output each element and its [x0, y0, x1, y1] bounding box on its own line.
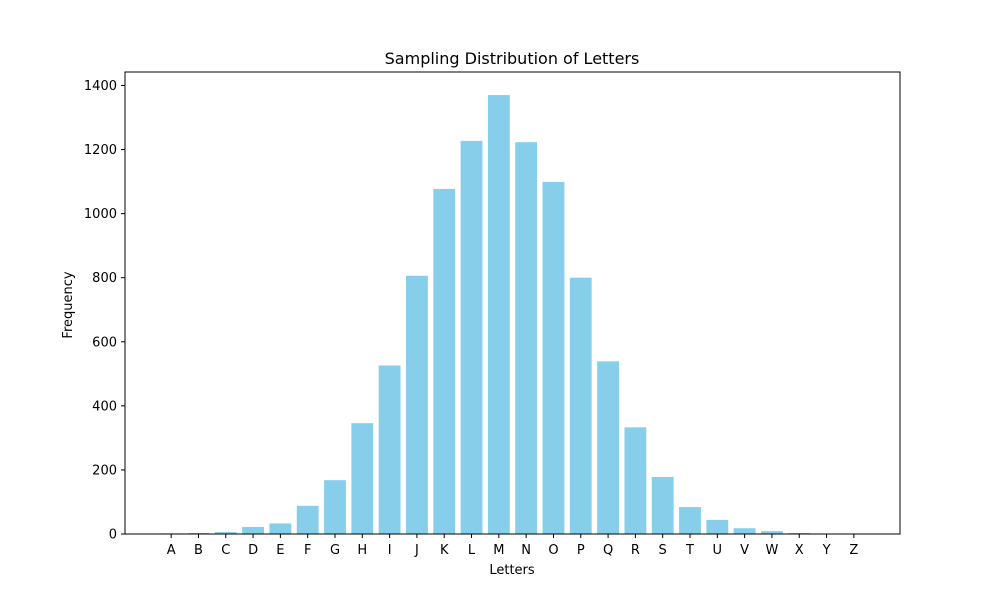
bar-P — [569, 277, 592, 534]
x-tick-label: H — [357, 543, 367, 558]
y-tick-label: 1200 — [84, 143, 117, 158]
bar-J — [405, 275, 428, 534]
y-tick-label: 600 — [92, 335, 117, 350]
bar-M — [487, 95, 510, 534]
x-tick-label: W — [765, 543, 778, 558]
bar-H — [351, 423, 374, 534]
bar-O — [542, 181, 565, 535]
bar-I — [378, 365, 401, 534]
bar-U — [706, 519, 729, 534]
y-tick-label: 1000 — [84, 207, 117, 222]
axes-layer — [124, 71, 901, 535]
x-tick-label: V — [740, 543, 749, 558]
x-tick-label: O — [548, 543, 558, 558]
chart-title: Sampling Distribution of Letters — [385, 49, 640, 68]
bar-N — [515, 142, 538, 535]
x-tick-label: R — [631, 543, 640, 558]
y-tick-label: 800 — [92, 271, 117, 286]
bar-W — [761, 531, 783, 534]
x-tick-label: S — [659, 543, 667, 558]
bar-Q — [597, 361, 620, 534]
x-tick-label: B — [194, 543, 203, 558]
x-tick-label: T — [685, 543, 694, 558]
bar-R — [624, 427, 647, 534]
bar-K — [433, 188, 456, 534]
x-tick-label: L — [468, 543, 476, 558]
x-tick-label: Z — [849, 543, 858, 558]
bar-D — [242, 526, 264, 534]
y-tick-label: 200 — [92, 463, 117, 478]
bar-F — [296, 505, 319, 534]
x-tick-label: D — [248, 543, 258, 558]
x-tick-label: J — [414, 543, 419, 558]
bar-L — [460, 140, 483, 535]
x-tick-label: X — [795, 543, 804, 558]
x-tick-label: G — [330, 543, 340, 558]
x-tick-label: P — [577, 543, 585, 558]
x-tick-label: I — [388, 543, 392, 558]
x-tick-label: F — [304, 543, 311, 558]
bar-C — [214, 532, 237, 534]
x-tick-label: A — [167, 543, 176, 558]
y-tick-label: 0 — [109, 528, 117, 543]
ticks-layer: A B C D E F G H I J K L M N O P Q R S T U V W X Y Z 0 200 400 600 800 1… — [84, 79, 858, 558]
x-tick-label: M — [493, 543, 504, 558]
bar-G — [324, 480, 346, 534]
y-tick-label: 400 — [92, 399, 117, 414]
x-tick-label: N — [521, 543, 531, 558]
x-axis-label: Letters — [489, 563, 535, 578]
x-tick-label: Y — [822, 543, 831, 558]
x-tick-label: E — [276, 543, 284, 558]
y-axis-label: Frequency — [61, 271, 76, 338]
y-tick-label: 1400 — [84, 79, 117, 94]
bar-T — [679, 507, 701, 534]
x-tick-label: K — [440, 543, 449, 558]
bars-layer — [160, 95, 838, 535]
plot-frame — [124, 71, 901, 535]
bar-V — [733, 528, 756, 534]
x-tick-label: C — [221, 543, 230, 558]
bar-S — [651, 476, 674, 534]
x-tick-label: U — [713, 543, 723, 558]
x-tick-label: Q — [603, 543, 613, 558]
bar-E — [269, 523, 292, 534]
